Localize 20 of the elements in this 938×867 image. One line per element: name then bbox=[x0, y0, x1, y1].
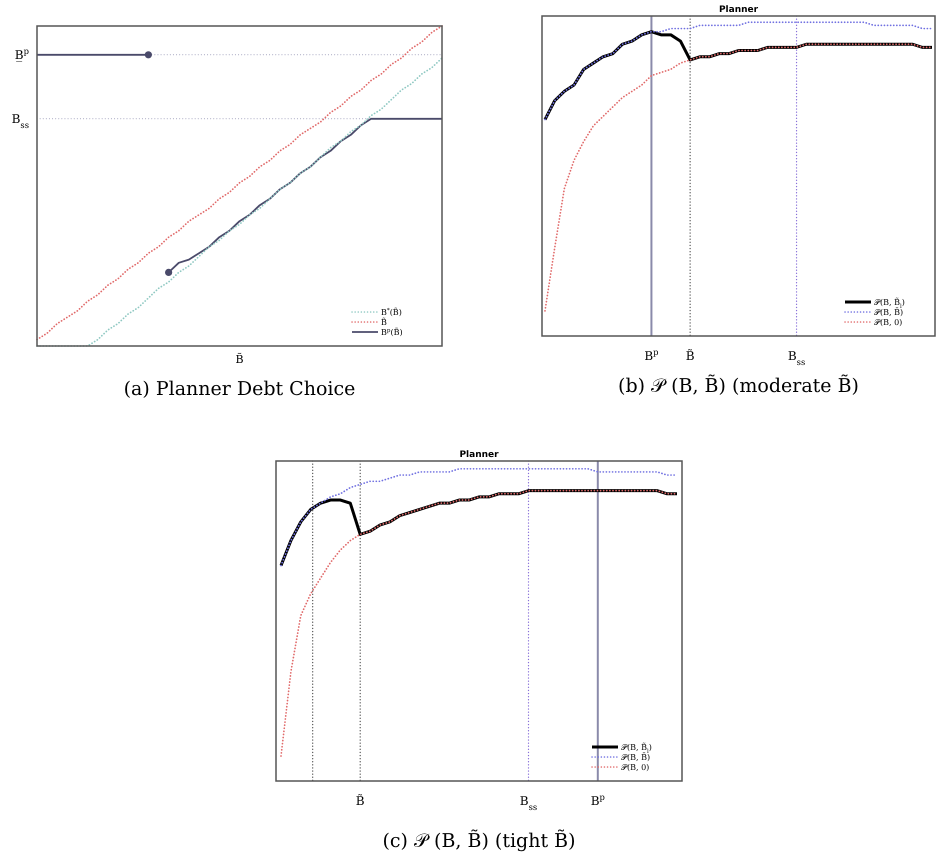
chart-title: Planner bbox=[718, 5, 759, 15]
legend-label: B$^{p}$(B̃) bbox=[381, 328, 403, 337]
x-tick-label: B$_{ss}$ bbox=[520, 794, 538, 812]
legend-label: 𝒫(B, 0) bbox=[621, 763, 650, 772]
ref-line-label: B̲$^{p}$ bbox=[14, 46, 29, 62]
x-tick-label: B̃ bbox=[686, 348, 695, 363]
text: (b) 𝒫 (B, B̃) (moderate B̃) bbox=[618, 374, 859, 397]
legend-label: 𝒫(B, B̄) bbox=[621, 752, 650, 762]
text: (a) Planner Debt Choice bbox=[124, 378, 356, 400]
legend-label: 𝒫(B, B̄) bbox=[874, 308, 904, 317]
legend-label: B̃ bbox=[381, 318, 387, 327]
text: (c) 𝒫 (B, B̃) (tight B̃) bbox=[382, 828, 576, 852]
chart-title: Planner bbox=[459, 450, 500, 460]
x-tick-label: B$^{p}$ bbox=[644, 347, 659, 363]
legend-label: 𝒫(B, 0) bbox=[874, 318, 902, 327]
x-tick-label: B$^{p}$ bbox=[590, 792, 605, 808]
x-tick-label: B̃ bbox=[356, 794, 365, 808]
legend-label: B$^{*}$(B̃) bbox=[381, 307, 402, 317]
ref-line-label: B$_{ss}$ bbox=[12, 112, 29, 130]
x-tick-label: B$_{ss}$ bbox=[788, 349, 806, 367]
